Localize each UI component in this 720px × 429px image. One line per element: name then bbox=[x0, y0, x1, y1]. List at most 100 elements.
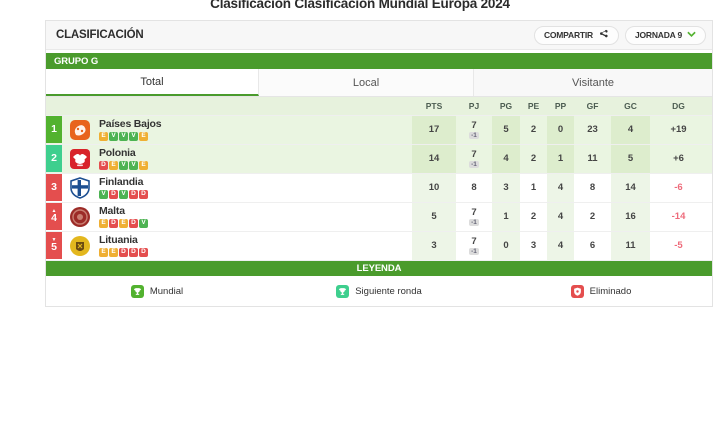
col-pj: PJ bbox=[468, 101, 480, 111]
stat-gf: 23 bbox=[587, 123, 598, 135]
stat-dg: -5 bbox=[674, 239, 683, 251]
next-round-trophy-icon bbox=[336, 284, 350, 298]
col-pe: PE bbox=[527, 101, 540, 111]
trend-up-icon: ▲ bbox=[51, 208, 57, 215]
stat-gf: 6 bbox=[589, 239, 596, 251]
stat-gf: 2 bbox=[589, 210, 596, 222]
form-badge: E bbox=[119, 218, 128, 228]
position-badge: ▲ 4 bbox=[46, 203, 62, 230]
form-badge: D bbox=[109, 218, 118, 228]
tab-visitante[interactable]: Visitante bbox=[474, 69, 712, 96]
pj-note-badge: -1 bbox=[469, 132, 479, 140]
legend-label: Siguiente ronda bbox=[355, 285, 422, 297]
form-badge: E bbox=[99, 131, 108, 141]
pj-note-badge: -1 bbox=[469, 161, 479, 169]
table-row[interactable]: ▼ 5 Lituania E E D D D 3 7 -1 0 3 4 6 11 … bbox=[46, 231, 712, 260]
stat-pe: 1 bbox=[530, 181, 537, 193]
legend-title-bar: LEYENDA bbox=[46, 260, 712, 276]
page-title: Clasificación Clasificación Mundial Euro… bbox=[210, 0, 510, 11]
form-badge: D bbox=[129, 247, 138, 257]
team-name[interactable]: Polonia bbox=[99, 147, 136, 160]
form-badge: D bbox=[129, 218, 138, 228]
stat-dg: -14 bbox=[671, 210, 686, 222]
stat-pj: 7 -1 bbox=[469, 119, 479, 140]
classification-panel: CLASIFICACIÓN COMPARTIR JORNADA 9 GRUPO … bbox=[45, 20, 713, 307]
position-badge: 1 bbox=[46, 116, 62, 143]
stat-pe: 2 bbox=[530, 123, 537, 135]
legend-label: Mundial bbox=[149, 285, 184, 297]
panel-header: CLASIFICACIÓN COMPARTIR JORNADA 9 bbox=[46, 21, 712, 50]
form-badges: V D V D D bbox=[99, 189, 412, 199]
legend-item-siguiente-ronda: Siguiente ronda bbox=[268, 284, 490, 298]
legend-item-mundial: Mundial bbox=[46, 284, 268, 298]
form-badge: V bbox=[119, 189, 128, 199]
position-badge: 2 bbox=[46, 145, 62, 172]
team-name[interactable]: Finlandia bbox=[99, 176, 144, 189]
stat-pts: 5 bbox=[412, 203, 456, 231]
table-row[interactable]: 3 Finlandia V D V D D 10 8 3 1 4 8 14 -6 bbox=[46, 173, 712, 202]
world-cup-trophy-icon bbox=[130, 284, 144, 298]
stats-tabs: Total Local Visitante bbox=[46, 69, 712, 97]
form-badge: D bbox=[139, 189, 148, 199]
table-row[interactable]: 1 Países Bajos E V V V E 17 7 -1 5 2 0 23… bbox=[46, 115, 712, 144]
table-row[interactable]: ▲ 4 Malta E D E D V 5 7 -1 1 2 4 2 16 -14 bbox=[46, 202, 712, 231]
stat-dg: -6 bbox=[674, 181, 683, 193]
stat-pp: 4 bbox=[547, 203, 574, 231]
legend-item-eliminado: Eliminado bbox=[490, 284, 712, 298]
form-badges: E D E D V bbox=[99, 218, 412, 228]
form-badge: E bbox=[109, 160, 118, 170]
stat-gc: 11 bbox=[611, 232, 650, 260]
stat-dg: +6 bbox=[673, 152, 684, 164]
form-badge: V bbox=[119, 131, 128, 141]
stat-gc: 16 bbox=[611, 203, 650, 231]
stat-pp: 4 bbox=[547, 232, 574, 260]
form-badge: E bbox=[99, 218, 108, 228]
stat-pg: 5 bbox=[492, 116, 520, 144]
stat-gc: 14 bbox=[611, 174, 650, 202]
stat-gf: 8 bbox=[589, 181, 596, 193]
legend: Mundial Siguiente ronda Eliminado bbox=[46, 276, 712, 306]
form-badge: V bbox=[129, 131, 138, 141]
col-gc: GC bbox=[624, 101, 637, 111]
team-name[interactable]: Lituania bbox=[99, 234, 138, 247]
tab-local[interactable]: Local bbox=[259, 69, 474, 96]
round-selector-label: JORNADA 9 bbox=[634, 30, 682, 40]
stat-gc: 5 bbox=[611, 145, 650, 173]
form-badge: D bbox=[99, 160, 108, 170]
form-badge: V bbox=[119, 160, 128, 170]
form-badges: E E D D D bbox=[99, 247, 412, 257]
stat-pg: 0 bbox=[492, 232, 520, 260]
pj-note-badge: -1 bbox=[469, 248, 479, 256]
stat-pts: 3 bbox=[412, 232, 456, 260]
form-badge: D bbox=[129, 189, 138, 199]
team-name[interactable]: Países Bajos bbox=[99, 118, 162, 131]
position-badge: ▼ 5 bbox=[46, 232, 62, 259]
stat-pg: 1 bbox=[492, 203, 520, 231]
group-title: GRUPO G bbox=[54, 55, 99, 67]
lithuania-crest-icon bbox=[69, 235, 91, 257]
col-gf: GF bbox=[586, 101, 599, 111]
legend-label: Eliminado bbox=[589, 285, 632, 297]
table-row[interactable]: 2 Polonia D E V V E 14 7 -1 4 2 1 11 5 +6 bbox=[46, 144, 712, 173]
form-badge: V bbox=[129, 160, 138, 170]
group-title-bar: GRUPO G bbox=[46, 53, 712, 69]
form-badges: D E V V E bbox=[99, 160, 412, 170]
round-selector-dropdown[interactable]: JORNADA 9 bbox=[624, 25, 706, 45]
position-badge: 3 bbox=[46, 174, 62, 201]
form-badge: D bbox=[109, 189, 118, 199]
column-header-row: PTS PJ PG PE PP GF GC DG bbox=[46, 97, 712, 115]
form-badge: V bbox=[139, 218, 148, 228]
stat-pj: 7 -1 bbox=[469, 206, 479, 227]
stat-pj: 8 bbox=[471, 181, 477, 193]
form-badge: V bbox=[109, 131, 118, 141]
stat-gc: 4 bbox=[611, 116, 650, 144]
stat-pg: 3 bbox=[492, 174, 520, 202]
stat-pts: 10 bbox=[412, 174, 456, 202]
stat-pj: 7 -1 bbox=[469, 235, 479, 256]
share-button-label: COMPARTIR bbox=[543, 30, 593, 40]
form-badges: E V V V E bbox=[99, 131, 412, 141]
share-button[interactable]: COMPARTIR bbox=[533, 25, 619, 45]
chevron-down-icon bbox=[687, 30, 696, 40]
tab-total[interactable]: Total bbox=[46, 69, 259, 96]
team-name[interactable]: Malta bbox=[99, 205, 125, 218]
